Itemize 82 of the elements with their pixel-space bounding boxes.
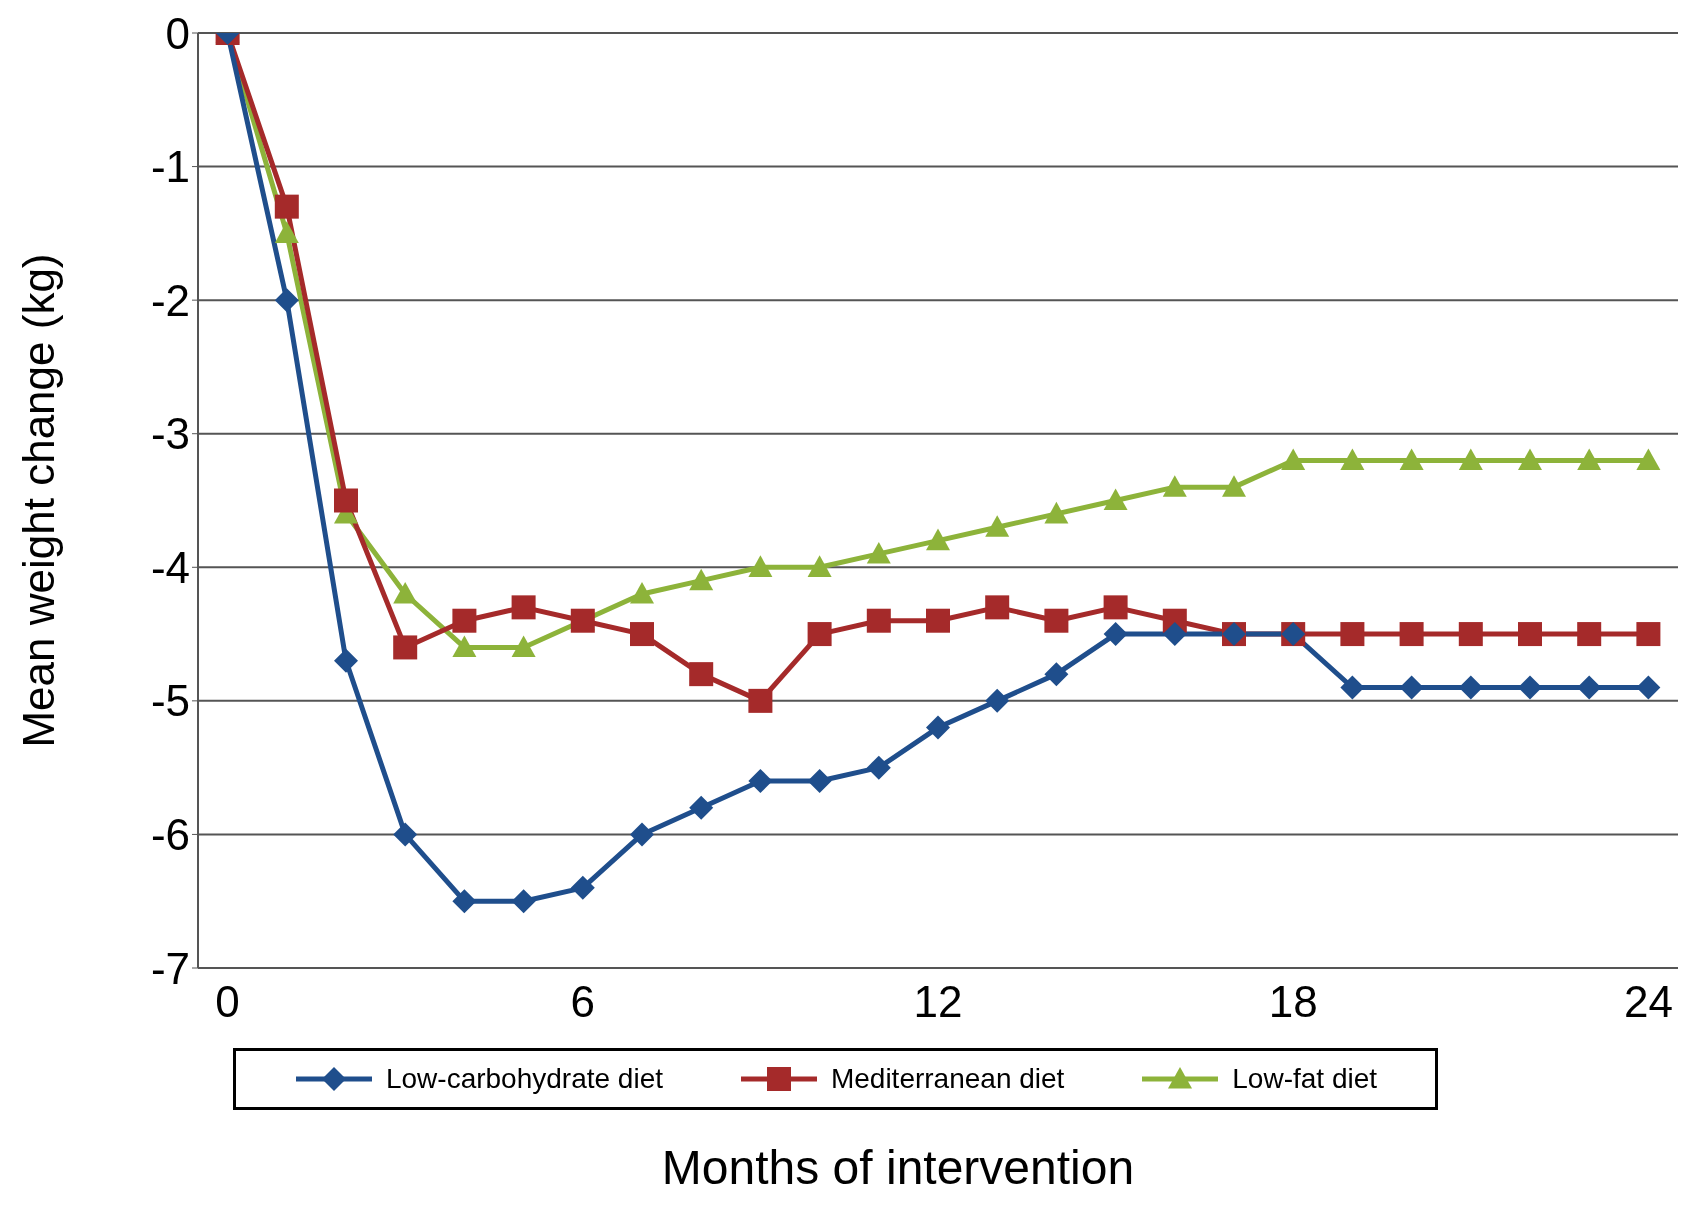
y-tick-label: -6 (150, 810, 190, 860)
point (1103, 488, 1128, 511)
point (511, 635, 536, 658)
point (1636, 622, 1661, 647)
point (1636, 448, 1661, 471)
point (866, 608, 891, 633)
point (511, 889, 536, 914)
point (1577, 622, 1602, 647)
x-tick-label: 24 (1623, 977, 1673, 1027)
point (334, 488, 358, 513)
point (570, 875, 595, 900)
point (748, 688, 773, 713)
y-tick-label: -4 (150, 542, 190, 592)
point (866, 541, 891, 564)
y-tick-label: -5 (150, 676, 190, 726)
point (1458, 448, 1483, 471)
point (1103, 595, 1128, 620)
point (1340, 448, 1365, 471)
point (1222, 475, 1246, 497)
point (1162, 475, 1187, 497)
point (689, 568, 714, 591)
point (807, 622, 832, 647)
point (807, 555, 832, 577)
y-tick-label: -7 (150, 943, 190, 993)
point (274, 194, 299, 219)
legend-label: Low-fat diet (1232, 1063, 1378, 1095)
point (1458, 675, 1483, 700)
point (985, 515, 1010, 537)
point (1044, 662, 1069, 687)
point (1518, 622, 1542, 647)
point (630, 822, 654, 847)
x-tick-label: 0 (215, 977, 240, 1027)
point (1458, 622, 1483, 647)
y-tick-label: -2 (150, 275, 190, 325)
y-tick-label: -1 (150, 142, 190, 192)
x-tick-label: 6 (570, 977, 596, 1027)
point (274, 288, 299, 313)
legend-label: Low-carbohydrate diet (385, 1063, 663, 1095)
point (1103, 622, 1128, 647)
point (985, 688, 1010, 713)
point (1399, 448, 1424, 471)
y-tick-label: 0 (165, 8, 190, 58)
point (1518, 675, 1542, 700)
point (926, 528, 950, 551)
point (274, 221, 299, 243)
point (1281, 448, 1306, 471)
point (630, 622, 654, 647)
point (452, 608, 477, 633)
point (1399, 622, 1424, 647)
point (1340, 675, 1365, 700)
point (689, 795, 714, 820)
point (748, 769, 773, 793)
point (1636, 675, 1661, 700)
point (393, 582, 418, 604)
y-tick-label: -3 (150, 409, 190, 459)
point (334, 648, 358, 673)
point (866, 755, 891, 780)
point (1340, 622, 1365, 647)
point (926, 608, 950, 633)
point (452, 635, 477, 658)
point (1577, 448, 1602, 471)
point (452, 889, 477, 914)
point (1044, 501, 1069, 524)
point (1044, 608, 1069, 633)
point (630, 582, 654, 604)
point (985, 595, 1010, 620)
y-axis-title: Mean weight change (kg) (13, 253, 63, 748)
point (807, 769, 832, 793)
x-tick-label: 18 (1268, 977, 1318, 1027)
point (748, 555, 773, 577)
point (1162, 622, 1187, 647)
point (1518, 448, 1542, 471)
x-tick-label: 12 (913, 977, 963, 1027)
point (1577, 675, 1602, 700)
legend-label: Mediterranean diet (830, 1063, 1065, 1095)
point (393, 635, 418, 660)
point (511, 595, 536, 620)
point (689, 662, 714, 687)
point (1399, 675, 1424, 700)
x-axis-title: Months of intervention (660, 1140, 1136, 1195)
point (393, 822, 418, 847)
point (926, 715, 950, 740)
